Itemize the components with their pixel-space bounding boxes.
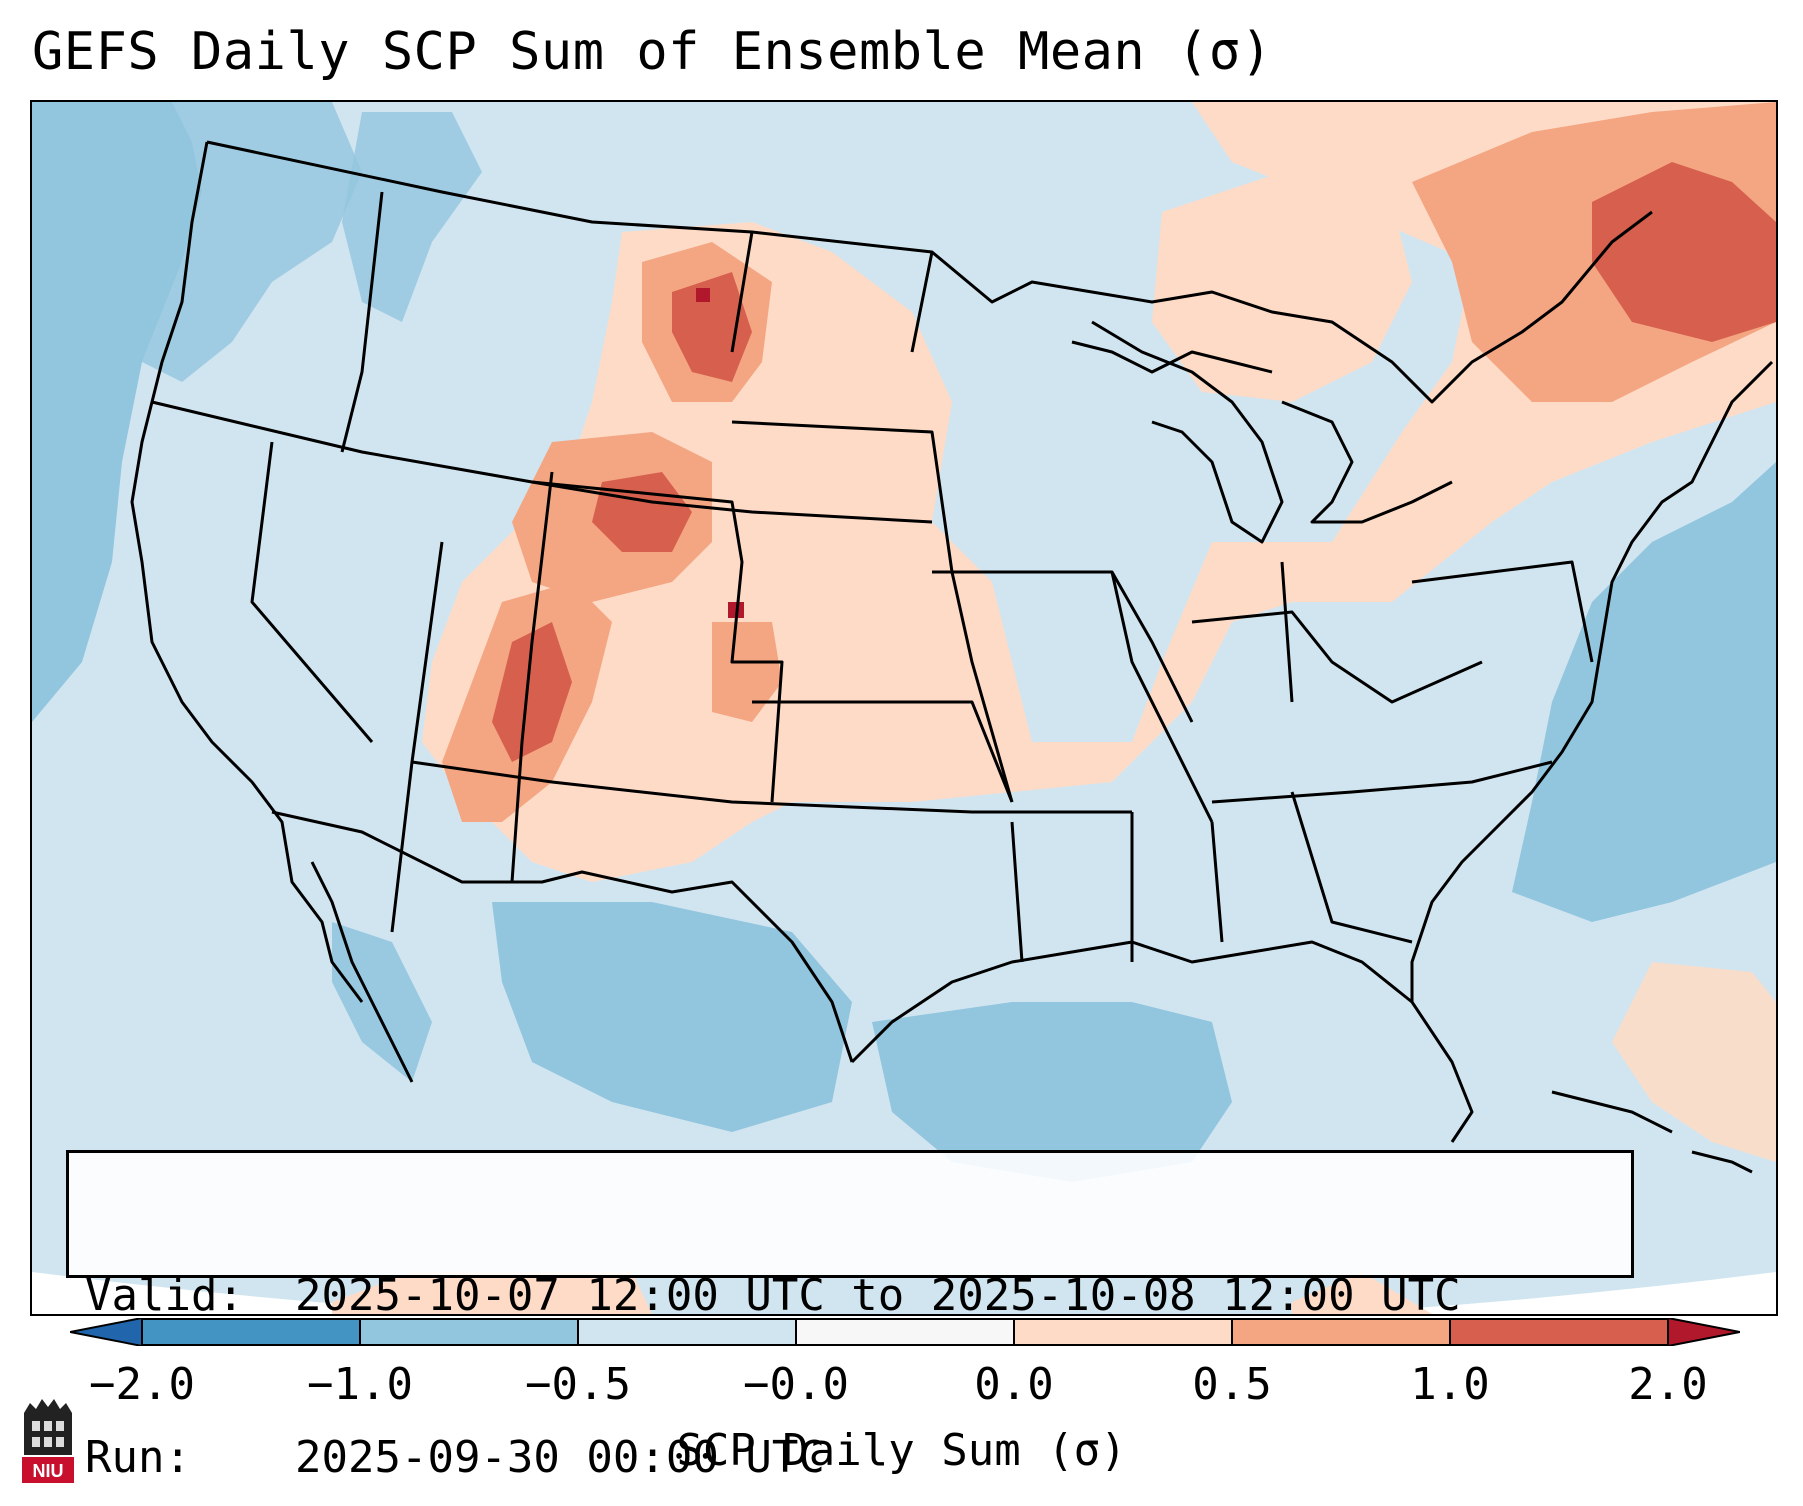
- pacific-ocean-region: [32, 102, 202, 722]
- atlantic-ocean-negative-region: [1512, 462, 1776, 922]
- baja-negative-region: [332, 922, 432, 1082]
- state-line-dakotas-west: [730, 231, 754, 353]
- state-line-ohio-valley: [1191, 610, 1483, 704]
- hispaniola-outline: [1691, 1150, 1753, 1174]
- state-line-pennsylvania: [1411, 560, 1594, 663]
- colorbar-tick-label: 0.5: [1192, 1359, 1272, 1410]
- pacific-northwest-negative-region: [142, 102, 362, 382]
- validity-info-box: Valid: 2025-10-07 12:00 UTC to 2025-10-08…: [66, 1150, 1634, 1483]
- state-line-texas-louisiana: [1010, 821, 1024, 963]
- state-line-kansas: [752, 700, 1014, 803]
- state-line-indiana: [1280, 561, 1294, 703]
- state-line-idaho: [340, 191, 384, 453]
- valid-time-line: Valid: 2025-10-07 12:00 UTC to 2025-10-08…: [85, 1269, 1615, 1323]
- cuba-outline: [1551, 1090, 1673, 1134]
- state-line-45n: [151, 400, 933, 524]
- map-panel: [30, 100, 1778, 1316]
- colorbar-tick-label: −0.5: [525, 1359, 631, 1410]
- northern-rockies-negative-region: [342, 112, 482, 322]
- state-line-alabama: [1210, 821, 1224, 943]
- lake-superior-outline: [1071, 340, 1273, 374]
- gulf-coast: [850, 940, 1474, 1143]
- colorado-east-salmon-region: [712, 622, 782, 722]
- logo-text: NIU: [33, 1461, 64, 1481]
- colorbar-band: [578, 1318, 796, 1346]
- colorbar-band: [1014, 1318, 1232, 1346]
- caribbean-islands: [1551, 1090, 1753, 1174]
- colorbar-tick-label: 1.0: [1410, 1359, 1490, 1410]
- great-lakes-positive-region: [1152, 172, 1412, 402]
- colorbar-under-extension: [70, 1318, 143, 1346]
- us-mexico-border: [271, 810, 854, 1063]
- run-label: Run:: [85, 1432, 191, 1483]
- mexico-south-positive-region: [332, 1272, 652, 1314]
- colorbar-band: [1232, 1318, 1450, 1346]
- baja-peninsula: [310, 861, 414, 1083]
- utah-red-region: [492, 622, 572, 762]
- lake-michigan-outline: [1091, 320, 1284, 544]
- colorbar-band: [360, 1318, 578, 1346]
- state-line-tennessee: [1211, 760, 1553, 804]
- colorbar: [70, 1318, 1740, 1346]
- logo-badge: [22, 1457, 74, 1483]
- state-line-missouri: [932, 570, 1214, 823]
- colorbar-tick-label: 2.0: [1628, 1359, 1708, 1410]
- figure-title: GEFS Daily SCP Sum of Ensemble Mean (σ): [32, 22, 1273, 82]
- northern-plains-red-region: [672, 272, 752, 382]
- caribbean-positive-region: [1612, 962, 1776, 1162]
- valid-value: 2025-10-07 12:00 UTC to 2025-10-08 12:00…: [295, 1270, 1461, 1321]
- colorbar-over-extension: [1667, 1318, 1740, 1346]
- valid-label: Valid:: [85, 1270, 244, 1321]
- northeast-red-region: [1592, 162, 1776, 342]
- west-coast: [130, 141, 364, 1003]
- gulf-south-positive-region: [1292, 1272, 1432, 1314]
- state-line-nevada: [250, 441, 374, 743]
- state-line-georgia: [1290, 791, 1413, 944]
- state-line-dakotas-east: [910, 251, 934, 353]
- max-cell-montana: [696, 288, 710, 302]
- colorbar-label: SCP Daily Sum (σ): [676, 1425, 1127, 1476]
- run-value: 2025-09-30 00:00 UTC: [295, 1432, 825, 1483]
- colorbar-tick-label: 0.0: [974, 1359, 1054, 1410]
- university-logo: NIU: [22, 1399, 74, 1483]
- colorbar-tick-label: −1.0: [307, 1359, 413, 1410]
- border-lines: [130, 140, 1774, 1143]
- state-line-utah-east: [510, 471, 554, 883]
- state-line-37n: [411, 760, 1132, 814]
- atlantic-coast: [1410, 360, 1774, 1002]
- colorbar-band: [796, 1318, 1014, 1346]
- gulf-negative-region: [872, 1002, 1232, 1182]
- run-time-line: Run: 2025-09-30 00:00 UTC: [85, 1431, 1615, 1485]
- colorbar-band: [142, 1318, 360, 1346]
- colorbar-band: [1450, 1318, 1668, 1346]
- state-line-wyoming-colorado: [531, 480, 784, 803]
- colorbar-tick-label: −0.0: [743, 1359, 849, 1410]
- texas-mexico-negative-region: [492, 902, 852, 1132]
- state-line-illinois: [1110, 571, 1194, 723]
- colorbar-tick-label: −2.0: [89, 1359, 195, 1410]
- lake-huron-erie-outline: [1281, 400, 1453, 524]
- map-canvas: [32, 102, 1776, 1314]
